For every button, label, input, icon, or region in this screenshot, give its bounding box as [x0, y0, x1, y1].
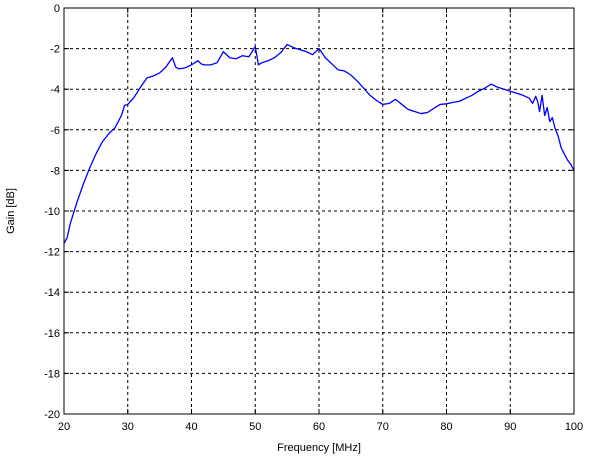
y-tick-label--18: -18 — [44, 368, 60, 380]
y-tick-label--16: -16 — [44, 328, 60, 340]
plot-axes — [63, 7, 575, 415]
y-tick-label-0: 0 — [54, 3, 60, 15]
y-tick-labels: 0 -2 -4 -6 -8 -10 -12 -14 -16 -18 -20 — [44, 3, 60, 421]
x-tick-label-70: 70 — [377, 421, 389, 433]
y-tick-label--2: -2 — [50, 44, 60, 56]
x-tick-label-40: 40 — [185, 421, 197, 433]
y-tick-label--14: -14 — [44, 287, 60, 299]
y-tick-label--20: -20 — [44, 409, 60, 421]
y-tick-label--6: -6 — [50, 125, 60, 137]
x-axis-label: Frequency [MHz] — [277, 442, 361, 454]
y-tick-label--12: -12 — [44, 247, 60, 259]
x-tick-label-90: 90 — [504, 421, 516, 433]
x-tick-label-20: 20 — [58, 421, 70, 433]
grid-lines — [64, 8, 574, 414]
x-tick-label-100: 100 — [565, 421, 583, 433]
x-tick-label-30: 30 — [122, 421, 134, 433]
y-tick-label--8: -8 — [50, 165, 60, 177]
y-axis-label: Gain [dB] — [5, 188, 17, 234]
gain-series-line-0 — [63, 43, 575, 244]
x-tick-label-50: 50 — [249, 421, 261, 433]
x-tick-label-80: 80 — [440, 421, 452, 433]
x-tick-label-60: 60 — [313, 421, 325, 433]
x-tick-labels: 20 30 40 50 60 70 80 90 100 — [58, 421, 583, 433]
y-tick-label--10: -10 — [44, 206, 60, 218]
series-layer — [63, 43, 575, 244]
y-tick-label--4: -4 — [50, 84, 60, 96]
